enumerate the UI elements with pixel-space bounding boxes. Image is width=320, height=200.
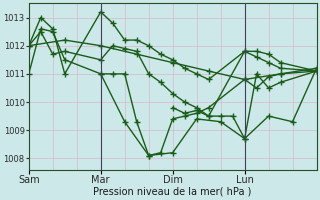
X-axis label: Pression niveau de la mer( hPa ): Pression niveau de la mer( hPa ) (93, 187, 252, 197)
